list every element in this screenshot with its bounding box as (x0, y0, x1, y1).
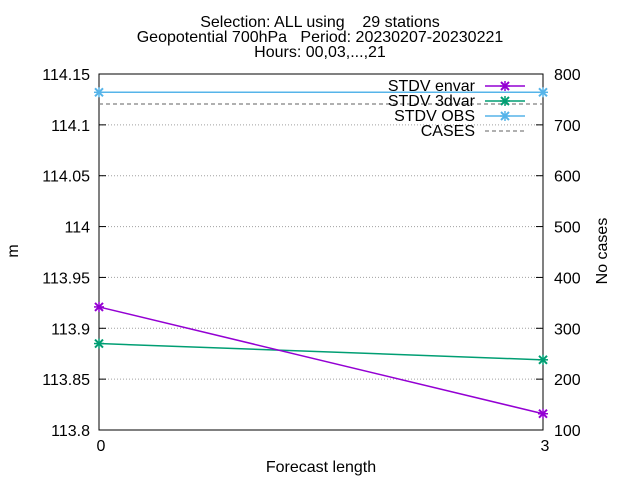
y2-tick-label: 300 (554, 321, 581, 338)
plot-border (98, 73, 544, 431)
series-stdv-3dvar (94, 338, 548, 365)
y-tick-label: 114.15 (42, 67, 90, 84)
grid-layer (99, 124, 543, 380)
data-point-stdv-envar (94, 301, 104, 312)
series-line-stdv-3dvar (98, 342, 544, 361)
x-axis-label: Forecast length (266, 459, 376, 476)
title-line-2: Geopotential 700hPa Period: 20230207-202… (137, 29, 504, 46)
data-point-stdv-3dvar (94, 338, 104, 349)
y-tick-label: 114.05 (42, 169, 90, 186)
y-tick-label: 113.8 (51, 423, 90, 440)
legend-label: STDV OBS (394, 108, 475, 125)
plot-frame (98, 73, 544, 431)
y2-tick-label: 600 (554, 169, 581, 186)
series-layer (94, 87, 548, 419)
y2-tick-label: 200 (554, 372, 581, 389)
legend-entry-stdv-envar: STDV envar (388, 78, 525, 95)
y2-tick-label: 500 (554, 220, 581, 237)
y-axis-ticks: 113.8 113.85 113.9 113.95 114 114.05 114.1 114.… (42, 67, 106, 440)
data-point-stdv-3dvar (538, 354, 548, 365)
x-tick-label: 3 (541, 438, 550, 455)
y2-axis-label: No cases (594, 218, 611, 285)
y-axis-label: m (5, 244, 22, 257)
y-tick-label: 114.1 (51, 118, 90, 135)
legend-marker (500, 81, 510, 91)
y2-axis-ticks: 100 200 300 400 500 600 700 800 (536, 67, 581, 440)
y2-tick-label: 100 (554, 423, 581, 440)
title-line-1: Selection: ALL using 29 stations (200, 14, 440, 31)
data-point-stdv-obs (94, 87, 104, 98)
series-stdv-obs (94, 87, 548, 98)
data-point-stdv-obs (538, 87, 548, 98)
y-tick-label: 114 (64, 220, 90, 237)
legend-label: STDV envar (388, 78, 476, 95)
legend-entry-cases: CASES (421, 123, 525, 140)
y-tick-label: 113.9 (51, 321, 90, 338)
y-tick-label: 113.85 (42, 372, 90, 389)
data-point-stdv-envar (538, 408, 548, 419)
legend-marker (500, 96, 510, 106)
y2-tick-label: 400 (554, 270, 581, 287)
series-line-stdv-envar (98, 306, 544, 415)
chart-title: Selection: ALL using 29 stations Geopote… (137, 14, 504, 61)
legend-label: CASES (421, 123, 475, 140)
title-line-3: Hours: 00,03,...,21 (254, 44, 386, 61)
legend-label: STDV 3dvar (388, 93, 476, 110)
y2-tick-label: 800 (554, 67, 581, 84)
legend-entry-stdv-3dvar: STDV 3dvar (388, 93, 525, 110)
legend-marker (500, 111, 510, 121)
y2-tick-label: 700 (554, 118, 581, 135)
y-tick-label: 113.95 (42, 270, 90, 287)
legend-entry-stdv-obs: STDV OBS (394, 108, 525, 125)
series-stdv-envar (94, 301, 548, 419)
x-tick-label: 0 (97, 438, 106, 455)
